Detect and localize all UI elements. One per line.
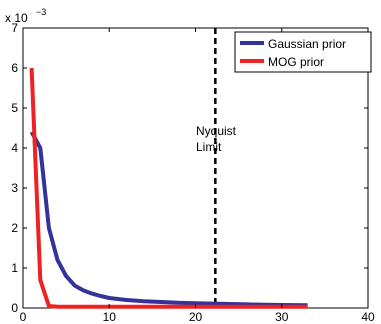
legend-label-mog-prior: MOG prior	[268, 55, 324, 69]
y-tick-label: 3	[11, 181, 18, 195]
x-tick-label: 10	[103, 310, 117, 324]
y-tick-label: 7	[11, 21, 18, 35]
legend-label-gaussian-prior: Gaussian prior	[268, 37, 346, 51]
y-tick-label: 0	[11, 301, 18, 315]
y-tick-label: 2	[11, 221, 18, 235]
y-tick-label: 4	[11, 141, 18, 155]
y-tick-label: 5	[11, 101, 18, 115]
legend-box	[234, 31, 372, 73]
series-line-mog-prior	[29, 67, 308, 309]
y-axis-exponent-power: −3	[36, 7, 46, 17]
annotation-nyquist-line1: Nyquist	[196, 124, 237, 138]
y-axis-exponent-base: x 10	[5, 11, 28, 25]
x-tick-label: 0	[20, 310, 27, 324]
series-line-gaussian-prior	[29, 131, 308, 308]
legend: Gaussian prior MOG prior	[234, 31, 372, 73]
series-lines	[29, 67, 308, 309]
y-tick-label: 1	[11, 261, 18, 275]
x-tick-label: 30	[275, 310, 289, 324]
x-tick-label: 20	[189, 310, 203, 324]
x-tick-label: 40	[361, 310, 375, 324]
axis-ticks: 0 10 20 30 40 0 1 2 3 4 5 6 7	[11, 21, 375, 324]
annotation-nyquist-line2: Limit	[196, 140, 222, 154]
y-tick-label: 6	[11, 61, 18, 75]
